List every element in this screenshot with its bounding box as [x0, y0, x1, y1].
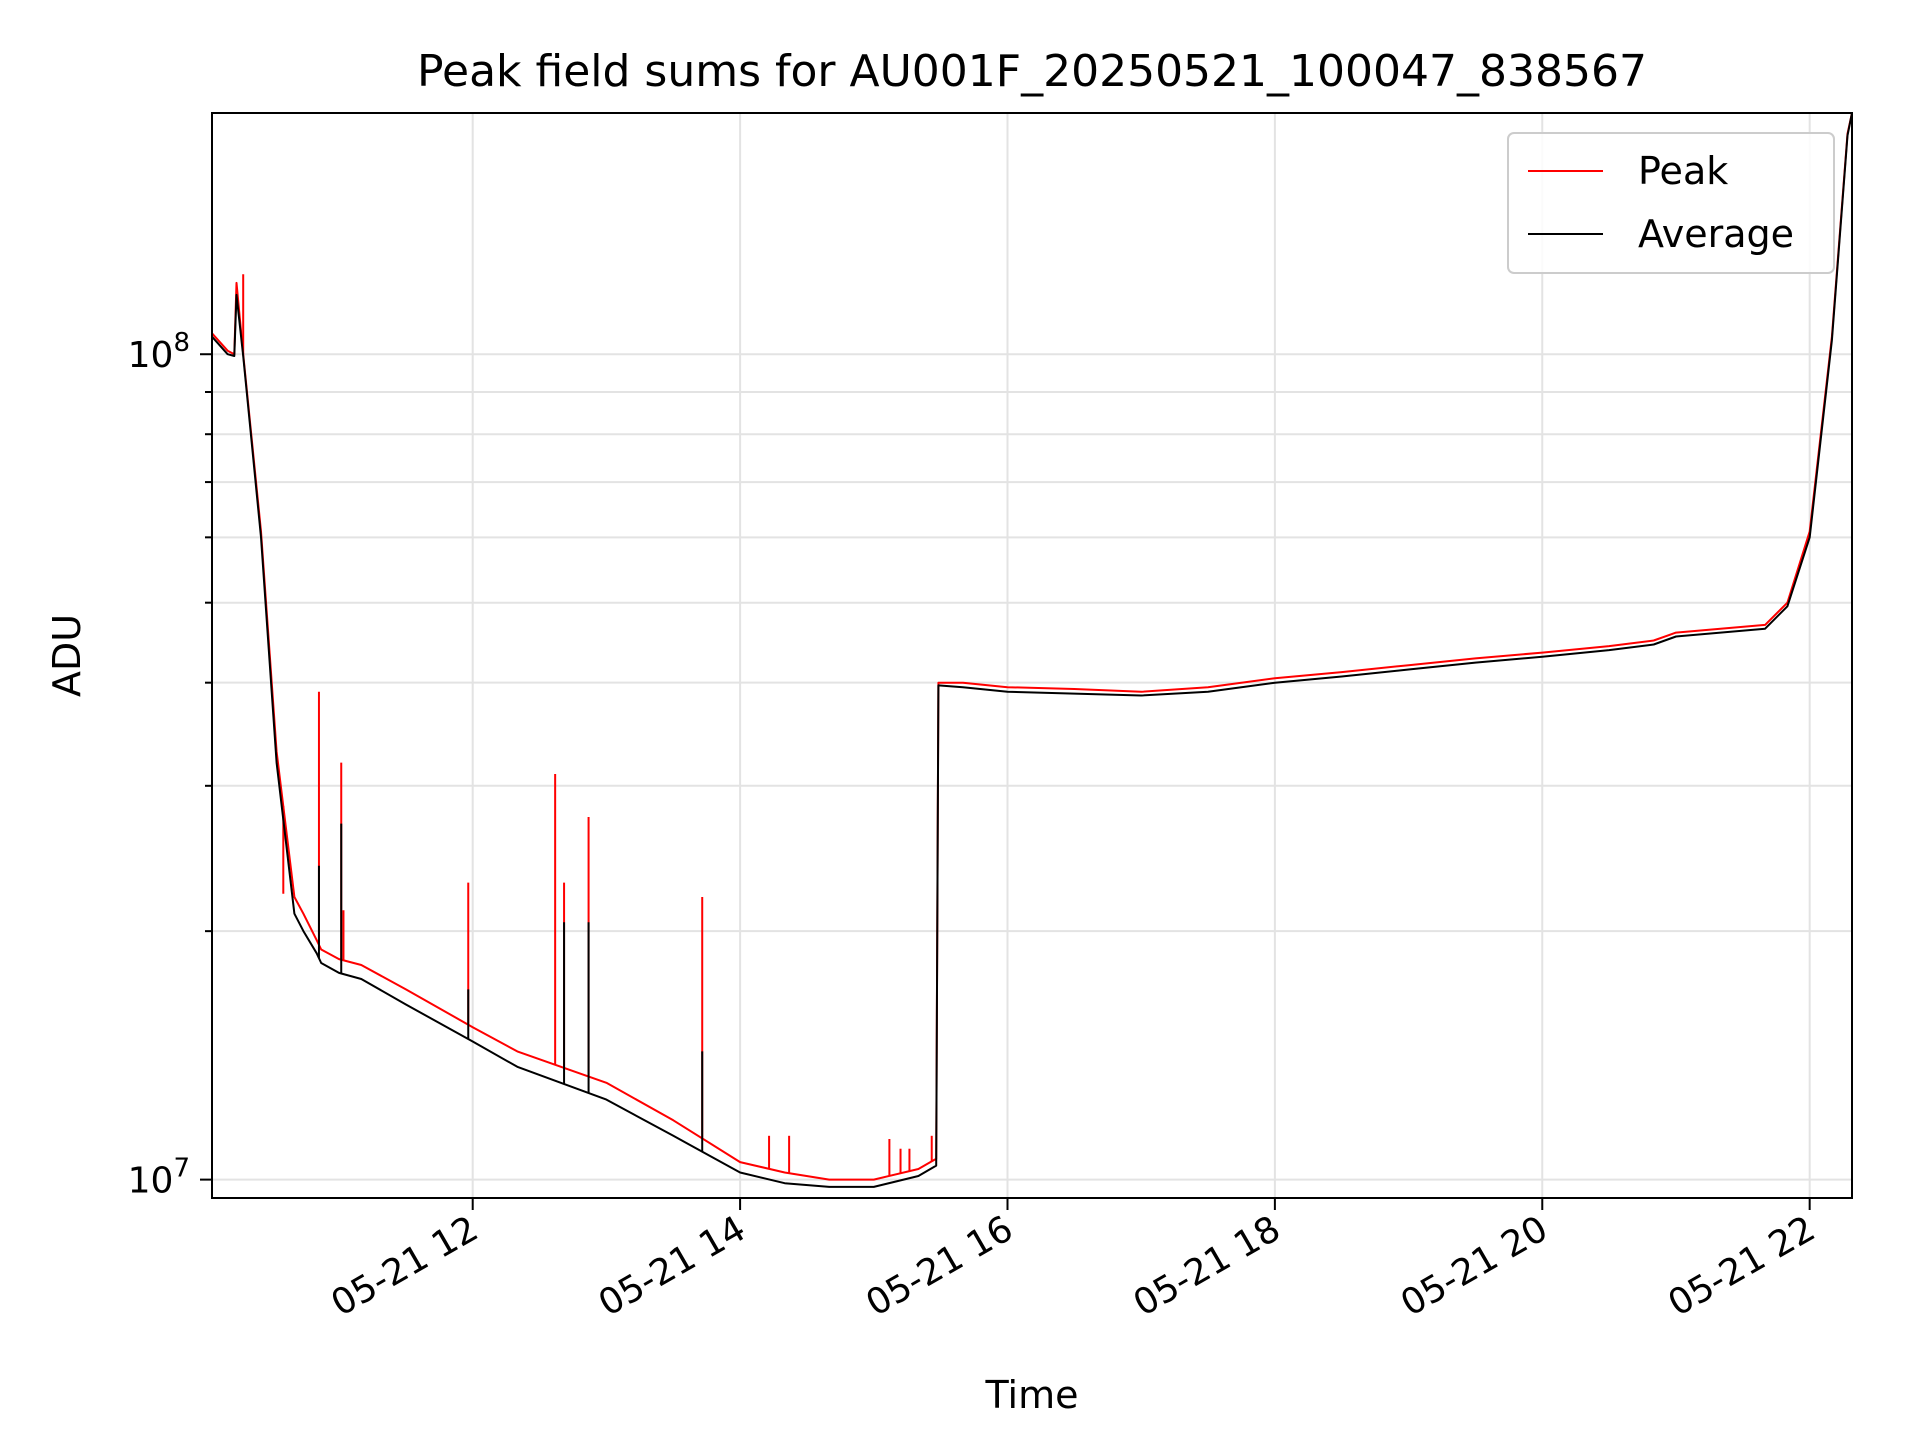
axes-frame	[211, 112, 1853, 1199]
y-axis-label: ADU	[45, 614, 89, 697]
average-series-line	[211, 112, 1853, 1188]
legend-label: Average	[1638, 212, 1794, 256]
legend-box	[1507, 132, 1835, 274]
x-axis-label: Time	[985, 1373, 1079, 1417]
legend: Peak Average	[1507, 132, 1835, 274]
grid	[212, 113, 1852, 1198]
peak-series-line	[211, 112, 1853, 1181]
chart-title: Peak field sums for AU001F_20250521_1000…	[417, 46, 1647, 97]
y-tick-label: 108	[128, 328, 190, 376]
plot-area	[211, 112, 1853, 1188]
y-tick-label: 107	[128, 1154, 190, 1202]
legend-label: Peak	[1638, 149, 1728, 193]
